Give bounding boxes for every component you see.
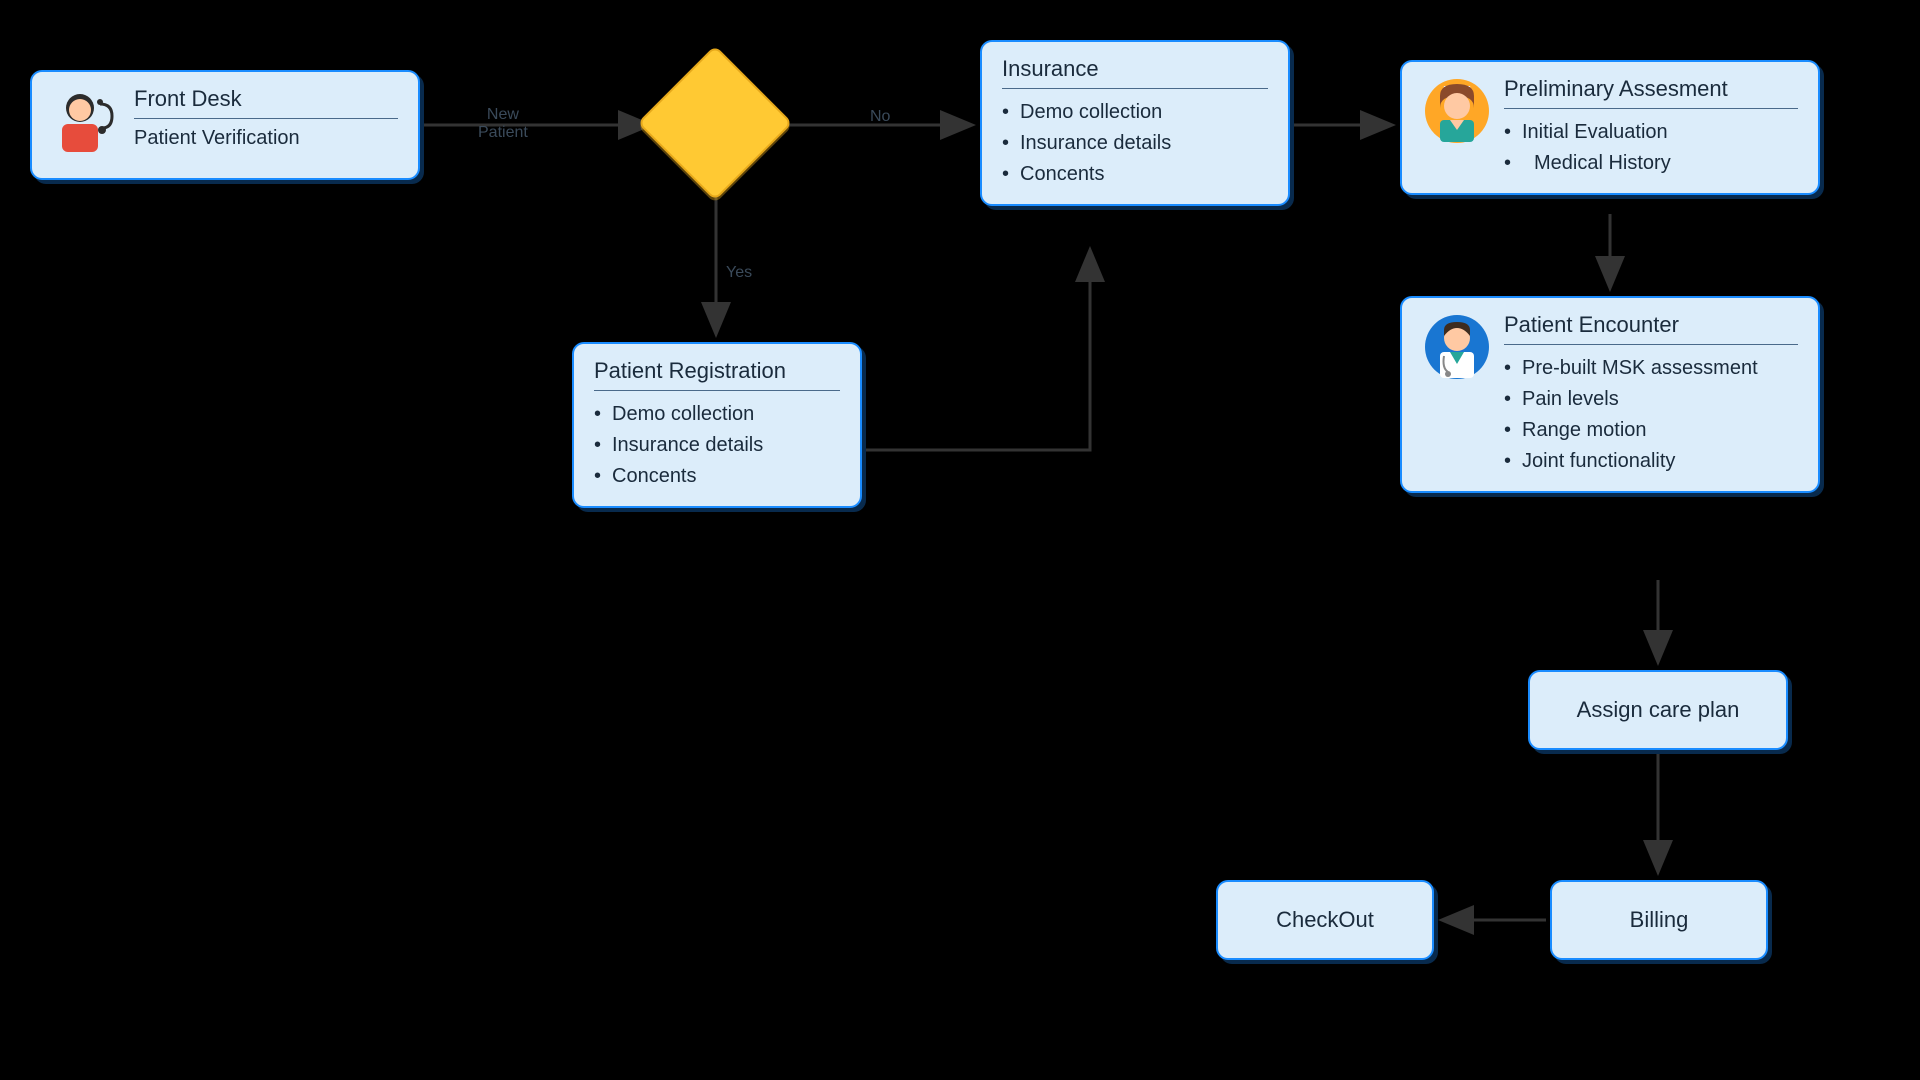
node-registration: Patient Registration Demo collection Ins… <box>572 342 862 508</box>
node-front-desk: Front Desk Patient Verification <box>30 70 420 180</box>
list-item: Insurance details <box>1002 128 1268 159</box>
edge-label-new-patient: NewPatient <box>478 106 528 142</box>
insurance-list: Demo collection Insurance details Concen… <box>1002 97 1268 190</box>
edge-label-yes: Yes <box>726 264 752 282</box>
preliminary-list: Initial Evaluation Medical History <box>1504 117 1798 179</box>
list-item: Concents <box>594 461 840 492</box>
node-encounter: Patient Encounter Pre-built MSK assessme… <box>1400 296 1820 493</box>
node-preliminary: Preliminary Assesment Initial Evaluation… <box>1400 60 1820 195</box>
encounter-title: Patient Encounter <box>1504 312 1798 345</box>
list-item: Pre-built MSK assessment <box>1504 353 1798 384</box>
registration-list: Demo collection Insurance details Concen… <box>594 399 840 492</box>
node-insurance: Insurance Demo collection Insurance deta… <box>980 40 1290 206</box>
encounter-list: Pre-built MSK assessment Pain levels Ran… <box>1504 353 1798 477</box>
list-item: Joint functionality <box>1504 446 1798 477</box>
preliminary-title: Preliminary Assesment <box>1504 76 1798 109</box>
node-billing: Billing <box>1550 880 1768 960</box>
node-checkout: CheckOut <box>1216 880 1434 960</box>
front-desk-title: Front Desk <box>134 86 398 119</box>
doctor-icon <box>1422 312 1492 382</box>
receptionist-icon <box>52 86 122 156</box>
front-desk-subtitle: Patient Verification <box>134 127 398 150</box>
list-item: Initial Evaluation <box>1504 117 1798 148</box>
insurance-title: Insurance <box>1002 56 1268 89</box>
nurse-icon <box>1422 76 1492 146</box>
node-careplan: Assign care plan <box>1528 670 1788 750</box>
list-item: Demo collection <box>1002 97 1268 128</box>
registration-title: Patient Registration <box>594 358 840 391</box>
edge-label-no: No <box>870 108 890 126</box>
list-item: Range motion <box>1504 415 1798 446</box>
list-item: Insurance details <box>594 430 840 461</box>
list-item: Demo collection <box>594 399 840 430</box>
decision-diamond <box>637 45 793 201</box>
list-item: Pain levels <box>1504 384 1798 415</box>
list-item: Medical History <box>1504 148 1798 179</box>
list-item: Concents <box>1002 159 1268 190</box>
